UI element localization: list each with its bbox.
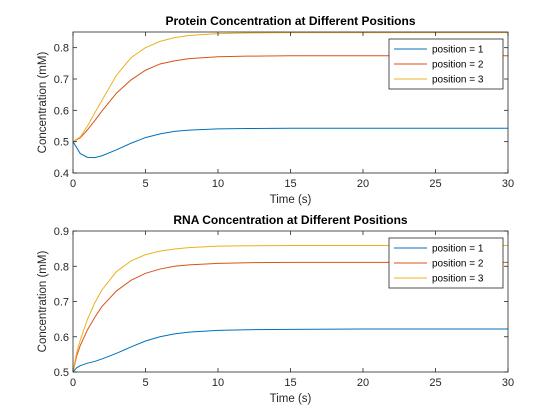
series-line-position-1 <box>73 127 508 159</box>
x-tick-label: 30 <box>502 377 514 389</box>
x-tick-label: 15 <box>284 377 296 389</box>
x-tick-label: 30 <box>502 178 514 190</box>
y-axis-label: Concentration (mM) <box>37 251 49 353</box>
x-axis-label: Time (s) <box>270 393 312 405</box>
x-tick-label: 0 <box>70 178 76 190</box>
legend: position = 1 position = 2 position = 3 <box>388 38 504 90</box>
x-tick-label: 5 <box>142 178 148 190</box>
x-tick-label: 0 <box>70 377 76 389</box>
y-tick-label: 0.7 <box>54 74 69 86</box>
chart-title: Protein Concentration at Different Posit… <box>165 14 415 28</box>
x-tick-label: 15 <box>284 178 296 190</box>
y-tick-label: 0.6 <box>54 105 69 117</box>
series-line-position-2 <box>73 261 508 372</box>
x-tick-label: 5 <box>142 377 148 389</box>
x-tick-label: 25 <box>429 178 441 190</box>
legend-label-position-1: position = 1 <box>432 45 484 56</box>
series-line-position-3 <box>73 32 508 143</box>
y-tick-label: 0.4 <box>54 168 69 180</box>
series-line-position-2 <box>73 55 508 143</box>
x-axis-label: Time (s) <box>270 194 312 206</box>
y-tick-label: 0.5 <box>54 137 69 149</box>
y-axis-label: Concentration (mM) <box>37 52 49 154</box>
chart-title: RNA Concentration at Different Positions <box>173 213 408 227</box>
y-tick-label: 0.6 <box>54 332 69 344</box>
legend-label-position-3: position = 3 <box>432 274 484 285</box>
legend-label-position-2: position = 2 <box>432 60 484 71</box>
x-tick-label: 20 <box>357 377 369 389</box>
x-tick-label: 10 <box>212 377 224 389</box>
y-tick-label: 0.8 <box>54 261 69 273</box>
legend-label-position-2: position = 2 <box>432 259 484 270</box>
chart-panel-1: 0 5 10 15 20 25 30 0.4 0.5 0.6 0.7 0.8 Protein Conce… <box>37 14 514 206</box>
x-tick-label: 20 <box>357 178 369 190</box>
y-tick-label: 0.9 <box>54 226 69 238</box>
y-tick-label: 0.8 <box>54 43 69 55</box>
x-tick-label: 25 <box>429 377 441 389</box>
legend-label-position-1: position = 1 <box>432 244 484 255</box>
series-line-position-3 <box>73 244 508 372</box>
x-tick-label: 10 <box>212 178 224 190</box>
y-tick-label: 0.7 <box>54 297 69 309</box>
series-line-position-1 <box>73 328 508 372</box>
y-tick-label: 0.5 <box>54 367 69 379</box>
chart-panel-2: 0 5 10 15 20 25 30 0.5 0.6 0.7 0.8 0.9 RNA Concentra… <box>37 213 514 405</box>
legend-label-position-3: position = 3 <box>432 75 484 86</box>
legend: position = 1 position = 2 position = 3 <box>388 237 504 289</box>
